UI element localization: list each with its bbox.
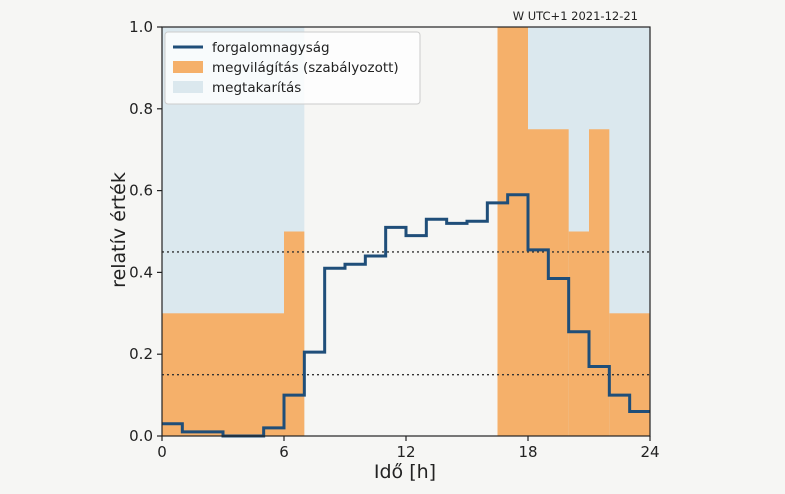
x-tick-label-1: 6 <box>279 443 289 461</box>
legend: forgalomnagyság megvilágítás (szabályozo… <box>164 31 421 105</box>
corner-label: W UTC+1 2021-12-21 <box>513 9 638 23</box>
legend-label-traffic: forgalomnagyság <box>212 40 330 56</box>
lighting-fill-layer <box>162 27 650 436</box>
y-tick-label-0: 0.0 <box>129 427 153 445</box>
reference-lines-layer <box>162 251 650 376</box>
legend-label-savings: megtakarítás <box>212 80 301 96</box>
y-tick-label-2: 0.4 <box>129 263 153 281</box>
y-tick-label-3: 0.6 <box>129 182 153 200</box>
x-axis-title: Idő [h] <box>374 461 436 483</box>
ticks-layer: 0 6 12 18 24 0.0 0.2 0.4 0.6 0.8 1.0 <box>129 18 659 461</box>
lighting-bar-1 <box>284 231 305 436</box>
x-tick-label-3: 18 <box>518 443 537 461</box>
legend-label-lighting: megvilágítás (szabályozott) <box>212 60 399 76</box>
y-tick-label-5: 1.0 <box>129 18 153 36</box>
x-tick-label-4: 24 <box>640 443 659 461</box>
lighting-bar-3 <box>528 129 569 436</box>
x-tick-label-2: 12 <box>396 443 415 461</box>
lighting-bar-2 <box>497 27 528 436</box>
lighting-bar-4 <box>568 231 589 436</box>
traffic-step-line <box>162 193 650 438</box>
lighting-bar-5 <box>589 129 610 436</box>
y-tick-label-1: 0.2 <box>129 345 153 363</box>
y-tick-label-4: 0.8 <box>129 100 153 118</box>
y-axis-title: relatív érték <box>108 172 130 288</box>
legend-swatch-savings <box>173 81 203 93</box>
legend-swatch-lighting <box>173 61 203 73</box>
traffic-line-layer <box>162 193 650 438</box>
legend-box <box>164 31 421 105</box>
x-tick-label-0: 0 <box>157 443 167 461</box>
